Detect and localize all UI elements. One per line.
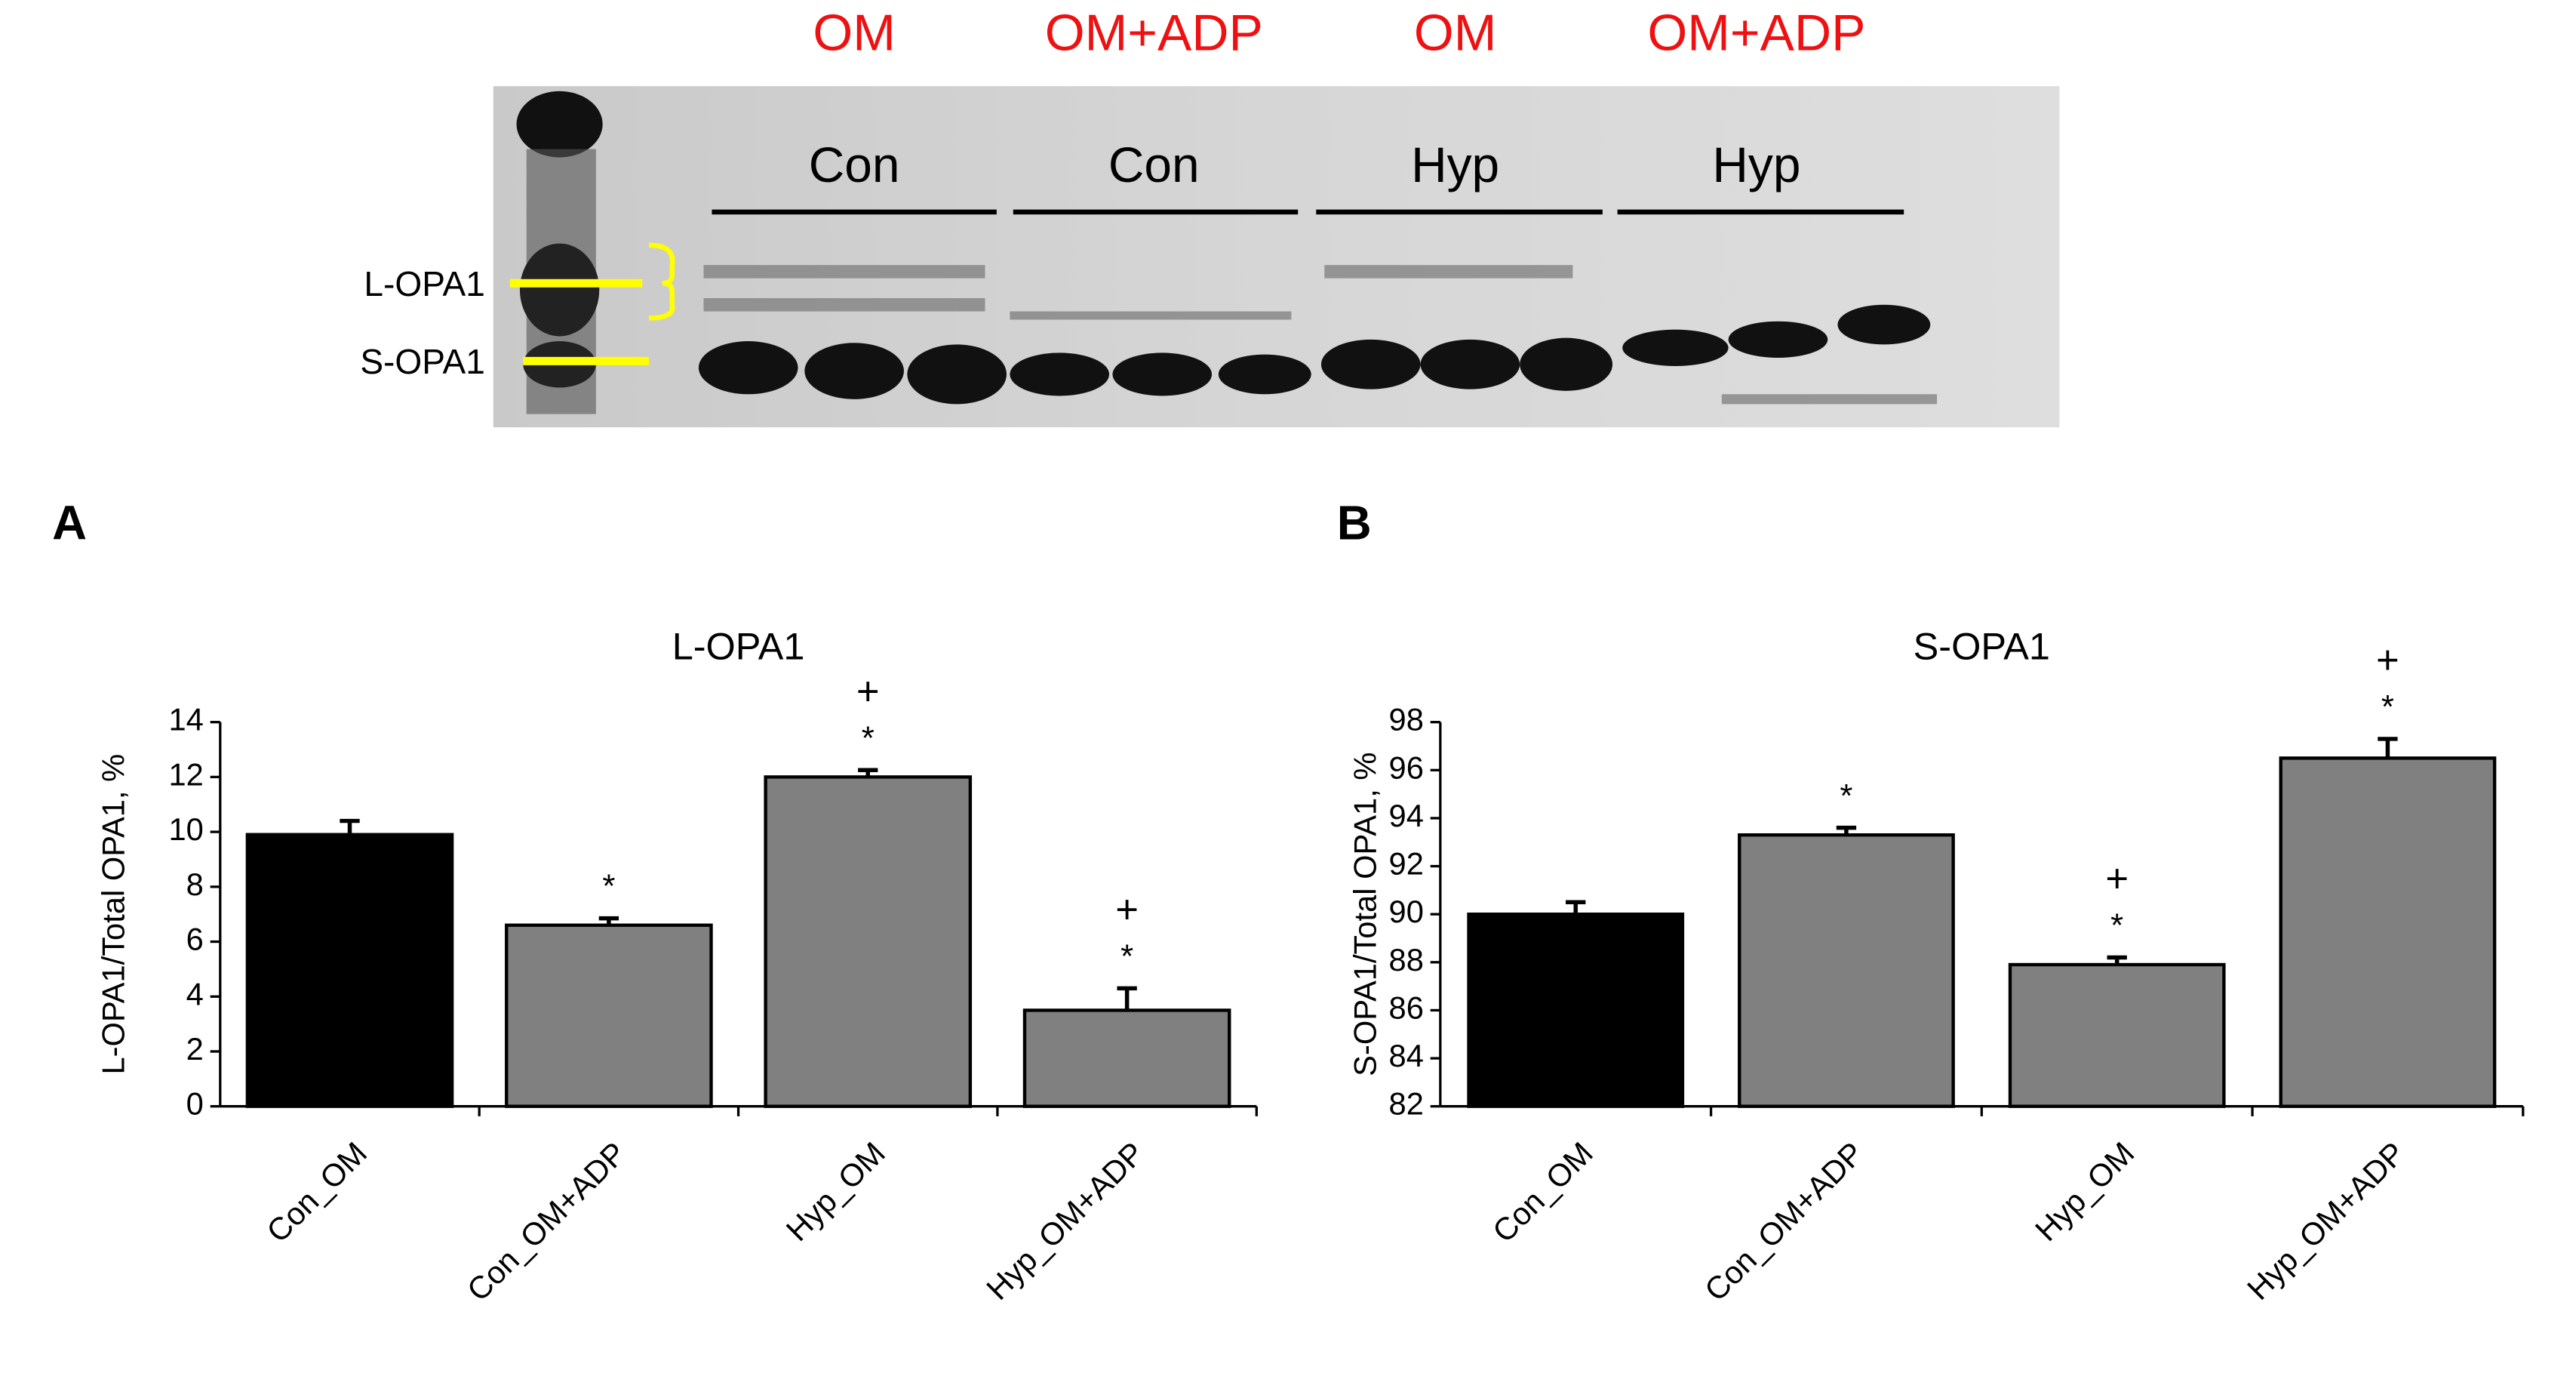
group-label: Hyp — [1712, 137, 1800, 192]
x-tick-label: Hyp_OM — [2028, 1135, 2141, 1248]
y-tick-label: 86 — [1389, 990, 1424, 1025]
bar — [764, 775, 973, 1108]
bar — [1738, 833, 1955, 1108]
x-tick-label: Hyp_OM+ADP — [979, 1135, 1151, 1307]
treatment-label: OM+ADP — [1647, 4, 1865, 61]
significance-label: * — [2110, 907, 2123, 944]
treatment-label: OM — [813, 4, 896, 61]
y-tick-label: 88 — [1389, 942, 1424, 977]
x-tick-label: Con_OM — [260, 1135, 373, 1249]
significance-label: + — [1115, 887, 1139, 931]
y-tick-label: 4 — [186, 976, 204, 1011]
band-label: S-OPA1 — [360, 342, 485, 381]
y-tick-label: 10 — [169, 811, 204, 847]
y-tick-label: 2 — [186, 1031, 204, 1067]
group-label: Con — [1108, 137, 1200, 192]
y-tick-label: 6 — [186, 922, 204, 957]
significance-label: + — [2105, 856, 2129, 900]
x-tick-label: Con_OM — [1486, 1135, 1600, 1249]
y-tick-label: 8 — [186, 867, 204, 902]
error-bar — [858, 768, 878, 777]
bar — [245, 833, 454, 1108]
y-tick-label: 90 — [1389, 894, 1424, 929]
significance-label: * — [602, 868, 615, 905]
error-bar — [1117, 986, 1137, 1011]
error-bar — [340, 818, 360, 835]
x-tick-label: Hyp_OM — [779, 1135, 891, 1248]
y-tick-label: 12 — [169, 756, 204, 792]
bar — [2008, 962, 2226, 1108]
panel-letter: B — [1337, 497, 1372, 550]
blot-image — [493, 86, 2060, 428]
y-tick-label: 94 — [1389, 798, 1424, 833]
error-bar — [2107, 955, 2127, 965]
significance-label: + — [856, 669, 880, 713]
chart-title: S-OPA1 — [1914, 624, 2050, 667]
band-label: L-OPA1 — [364, 264, 484, 303]
group-label: Hyp — [1411, 137, 1499, 192]
error-bar — [598, 916, 619, 925]
significance-label: * — [1840, 777, 1852, 814]
y-tick-label: 0 — [186, 1086, 204, 1122]
treatment-label: OM+ADP — [1045, 4, 1263, 61]
panel-letter: A — [52, 497, 87, 550]
y-axis-label: L-OPA1/Total OPA1, % — [96, 754, 131, 1075]
bar — [2279, 756, 2497, 1108]
bar — [1022, 1008, 1231, 1108]
x-tick-label: Con_OM+ADP — [1698, 1135, 1871, 1308]
x-tick-label: Hyp_OM+ADP — [2240, 1135, 2412, 1307]
chart-title: L-OPA1 — [672, 624, 805, 667]
error-bar — [1836, 825, 1857, 836]
significance-label: * — [2381, 688, 2394, 725]
y-tick-label: 98 — [1389, 702, 1424, 737]
y-tick-label: 82 — [1389, 1086, 1424, 1122]
y-axis-label: S-OPA1/Total OPA1, % — [1347, 753, 1382, 1076]
significance-label: + — [2376, 638, 2399, 682]
significance-label: * — [862, 719, 875, 756]
y-tick-label: 84 — [1389, 1038, 1424, 1073]
bar — [505, 923, 713, 1108]
y-tick-label: 96 — [1389, 750, 1424, 785]
group-label: Con — [809, 137, 900, 192]
significance-label: * — [1120, 937, 1133, 974]
error-bar — [2378, 737, 2398, 759]
treatment-label: OM — [1414, 4, 1497, 61]
error-bar — [1566, 900, 1586, 915]
y-tick-label: 14 — [169, 702, 204, 737]
y-tick-label: 92 — [1389, 846, 1424, 882]
bar — [1467, 912, 1685, 1108]
x-tick-label: Con_OM+ADP — [460, 1135, 633, 1308]
